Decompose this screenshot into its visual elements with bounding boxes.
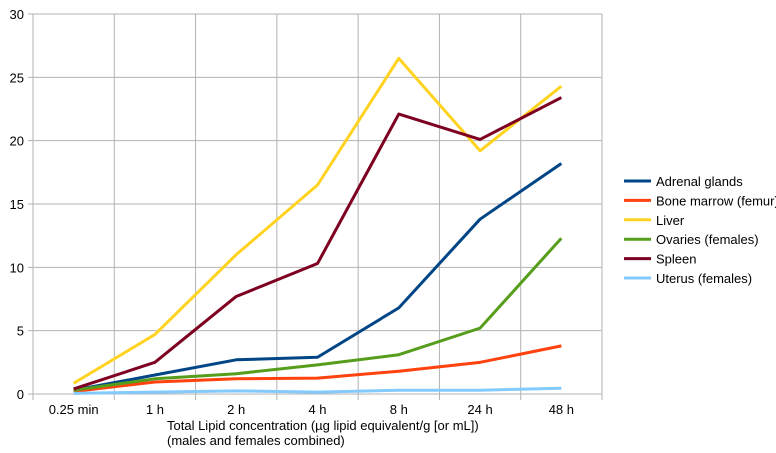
series-line-liver (72, 56, 563, 385)
x-tick-label: 2 h (227, 402, 245, 417)
y-tick-label: 10 (10, 260, 24, 275)
series-line-spleen (73, 96, 563, 391)
legend-label: Liver (656, 213, 685, 228)
series-line-adrenal-glands (73, 162, 563, 392)
x-axis-label-2: (males and females combined) (167, 433, 345, 448)
y-tick-label: 15 (10, 197, 24, 212)
legend-label: Bone marrow (femur) (656, 193, 776, 208)
legend-label: Spleen (656, 252, 696, 267)
y-tick-label: 20 (10, 134, 24, 149)
series-line-uterus-females- (73, 386, 562, 395)
x-tick-label: 4 h (308, 402, 326, 417)
y-tick-label: 30 (10, 7, 24, 22)
y-tick-label: 25 (10, 70, 24, 85)
series-line-ovaries-females- (73, 237, 563, 392)
x-tick-label: 24 h (467, 402, 492, 417)
legend-label: Ovaries (females) (656, 232, 759, 247)
x-tick-label: 0.25 min (49, 402, 99, 417)
x-tick-label: 8 h (390, 402, 408, 417)
legend-label: Adrenal glands (656, 174, 743, 189)
series-line-bone-marrow-femur- (73, 344, 562, 393)
x-tick-label: 1 h (146, 402, 164, 417)
legend-label: Uterus (females) (656, 271, 752, 286)
y-tick-label: 5 (17, 324, 24, 339)
x-axis-label: Total Lipid concentration (µg lipid equi… (167, 418, 479, 433)
x-tick-label: 48 h (549, 402, 574, 417)
y-tick-label: 0 (17, 387, 24, 402)
